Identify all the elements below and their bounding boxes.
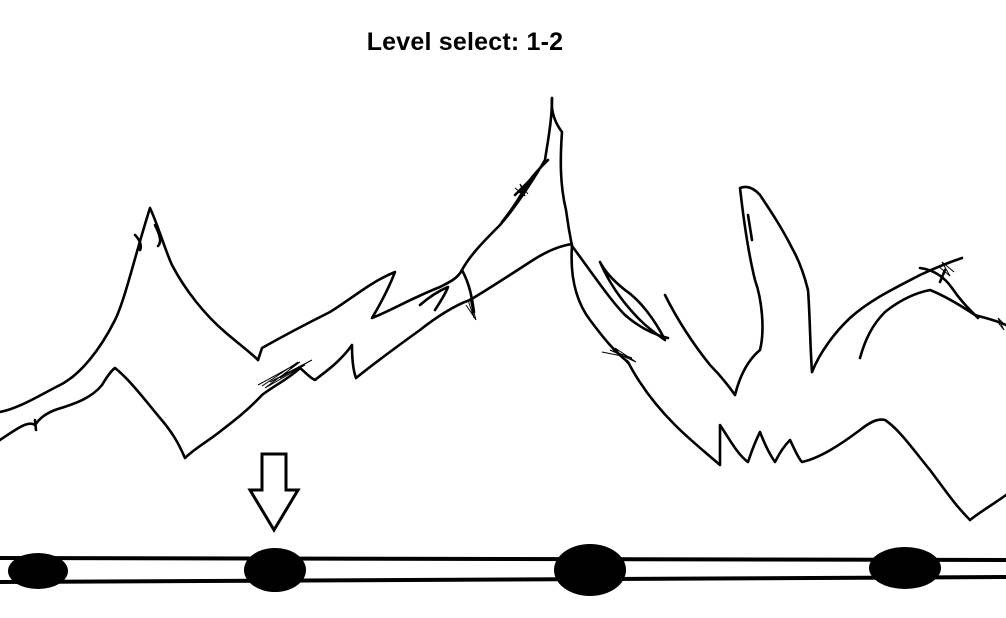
- level-select-title: Level select: 1-2: [366, 28, 564, 56]
- level-node-1[interactable]: [8, 553, 68, 589]
- down-arrow-icon: [247, 452, 301, 533]
- level-node-4[interactable]: [869, 547, 941, 589]
- level-node-3[interactable]: [554, 544, 626, 596]
- mountain-range-background: [0, 96, 1006, 522]
- scribble-marks: [257, 183, 1006, 389]
- level-node-2[interactable]: [244, 548, 306, 592]
- level-nodes: [8, 544, 941, 596]
- level-path-track: [0, 556, 1006, 584]
